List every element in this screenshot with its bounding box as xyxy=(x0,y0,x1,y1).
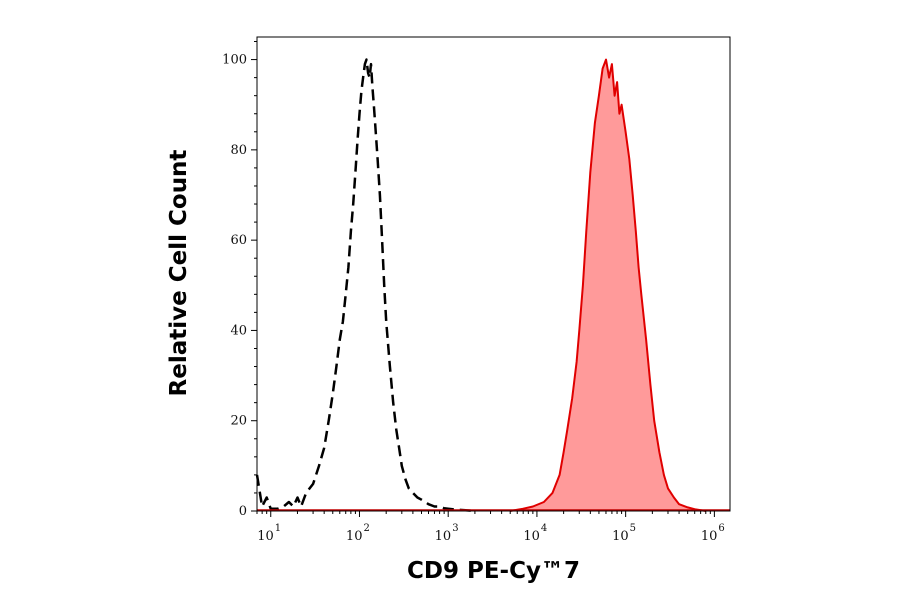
x-tick-exponent: 1 xyxy=(275,523,281,534)
y-tick-label: 100 xyxy=(222,53,247,68)
x-tick-exponent: 5 xyxy=(630,523,636,534)
x-axis-title: CD9 PE-Cy™7 xyxy=(407,558,580,584)
plot-frame xyxy=(256,36,731,512)
x-tick-exponent: 4 xyxy=(541,523,547,534)
y-axis-title: Relative Cell Count xyxy=(166,150,192,397)
y-tick-label: 60 xyxy=(230,233,247,248)
x-tick-exponent: 6 xyxy=(718,523,724,534)
y-tick-label: 0 xyxy=(239,504,247,519)
series-layer xyxy=(255,58,706,513)
stained-series-outline xyxy=(510,58,706,512)
y-tick-label: 20 xyxy=(230,414,247,429)
y-axis: 0 20 40 60 80 100 xyxy=(222,41,257,519)
x-tick-label: 10 xyxy=(257,529,274,544)
y-tick-label: 80 xyxy=(230,143,247,158)
x-tick-label: 10 xyxy=(701,529,718,544)
stained-series-area xyxy=(510,59,706,511)
x-tick-label: 10 xyxy=(523,529,540,544)
x-tick-label: 10 xyxy=(435,529,452,544)
x-tick-exponent: 2 xyxy=(363,523,369,534)
x-tick-label: 10 xyxy=(346,529,363,544)
x-tick-label: 10 xyxy=(612,529,629,544)
x-tick-exponent: 3 xyxy=(452,523,458,534)
control-series-dashed-line xyxy=(255,58,476,513)
y-tick-label: 40 xyxy=(230,323,247,338)
